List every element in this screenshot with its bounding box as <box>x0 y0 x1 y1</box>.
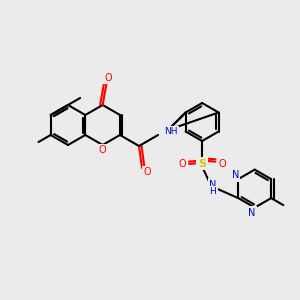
Text: N: N <box>209 180 216 190</box>
Text: N: N <box>248 208 255 218</box>
Text: O: O <box>105 73 112 83</box>
Text: O: O <box>99 145 106 155</box>
Text: O: O <box>143 167 151 177</box>
Text: NH: NH <box>164 128 178 136</box>
Text: H: H <box>209 187 216 196</box>
Text: O: O <box>218 159 226 169</box>
Text: O: O <box>178 159 186 169</box>
Text: N: N <box>232 170 239 180</box>
Text: S: S <box>198 159 206 169</box>
